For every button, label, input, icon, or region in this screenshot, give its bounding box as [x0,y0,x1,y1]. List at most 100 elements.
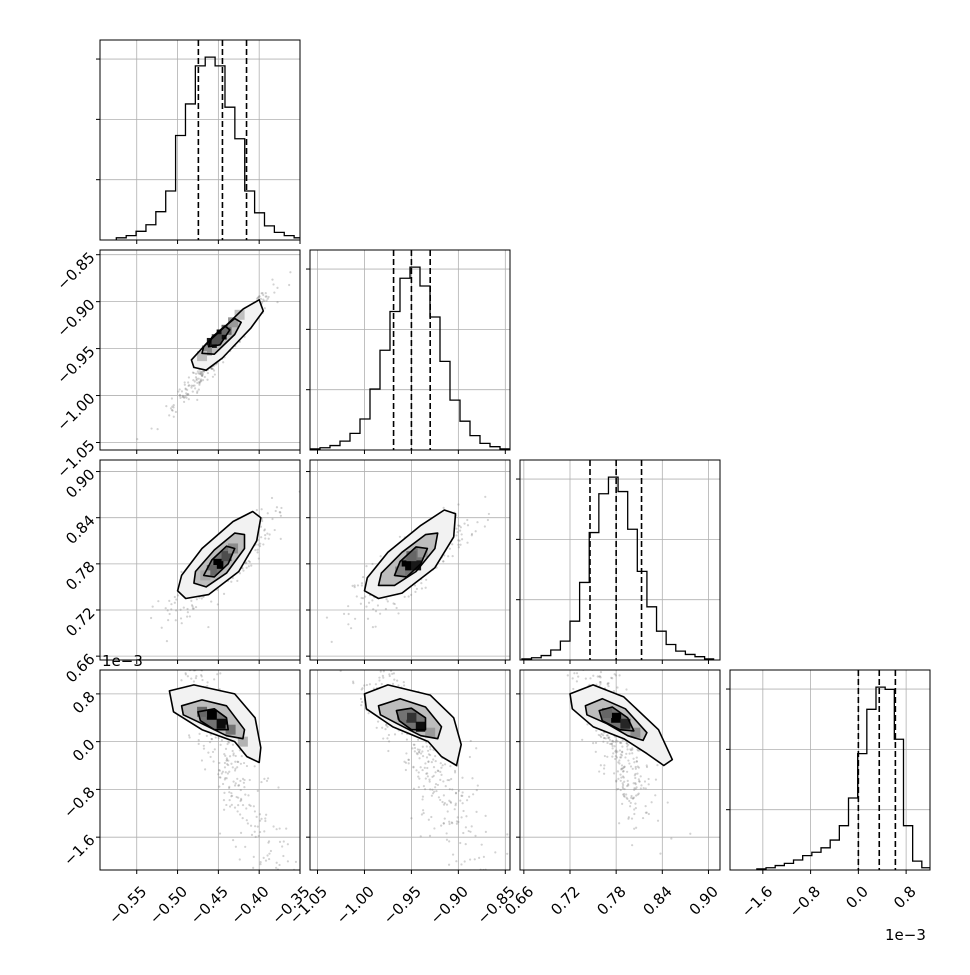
scatter-point [257,543,260,546]
x-tick-label: 0.78 [593,882,629,918]
scatter-point [627,743,630,746]
scatter-point [393,602,396,606]
scatter-point [439,770,442,773]
scatter-point [197,663,199,665]
scatter-point [257,296,260,299]
scatter-point [183,381,186,384]
scatter-point [202,370,206,373]
scatter-point [603,764,606,767]
scatter-point [483,525,486,528]
scatter-point [194,387,197,390]
scatter-point [403,595,406,598]
scatter-point [630,794,633,798]
scatter-point [156,427,159,431]
scatter-point [636,772,639,775]
density-cell [611,712,622,723]
scatter-point [352,621,354,623]
scatter-point [341,627,343,629]
scatter-point [367,601,371,604]
scatter-point [460,533,463,536]
scatter-point [629,765,633,768]
contour-line [202,545,236,578]
scatter-point [620,741,623,745]
scatter-panel-p2-p3 [519,655,721,871]
scatter-point [226,772,230,775]
scatter-point [622,776,625,779]
y-tick-label: 0.78 [62,558,98,594]
scatter-point [247,794,250,797]
scatter-point [226,740,230,743]
scatter-point [459,841,462,845]
scatter-point [619,788,622,792]
scatter-point [644,787,647,790]
scatter-point [611,677,614,680]
scatter-point [621,767,624,770]
scatter-point [403,760,406,763]
scatter-point [165,405,168,408]
scatter-point [472,793,475,796]
scatter-point [605,734,608,737]
scatter-point [442,803,446,806]
scatter-point [457,503,460,506]
scatter-point [281,845,284,848]
scatter-point [269,849,272,853]
scatter-point [619,753,622,756]
scatter-point [605,655,607,657]
density-cell [401,560,412,571]
scatter-point [258,295,261,298]
scatter-point [460,538,464,541]
y-axis-p2 [306,471,310,657]
scatter-point [375,652,377,654]
scatter-point [254,825,257,828]
scatter-point [374,625,377,628]
scatter-point [375,641,377,643]
scatter-point [424,777,427,780]
scatter-point [634,776,637,780]
scatter-point [475,810,478,813]
scatter-point [192,680,196,683]
scatter-point [224,754,227,757]
scatter-point [256,825,259,828]
scatter-point [180,639,182,641]
scatter-point [435,789,438,793]
scatter-point [181,395,184,398]
scatter-point [426,766,429,770]
scatter-point [266,297,269,300]
scatter-point [619,741,622,744]
scatter-point [615,788,618,791]
scatter-point [455,860,458,863]
scatter-point [447,863,451,866]
scatter-point [191,666,193,668]
x-tick-label: −0.45 [187,882,232,927]
histogram-step-line [310,266,510,450]
scatter-point [617,761,620,764]
scatter-point [254,835,257,838]
scatter-point [431,775,434,779]
scatter-point [603,754,606,758]
scatter-point [461,791,464,794]
scatter-point [457,543,460,546]
scatter-point [259,863,262,866]
scatter-point [614,674,618,677]
scatter-point [425,756,429,759]
scatter-point [232,754,235,757]
scatter-point [474,834,477,837]
scatter-point [198,383,201,386]
contour-line [393,546,429,578]
scatter-point [181,644,183,646]
scatter-point [188,623,190,625]
scatter-point [416,753,419,756]
scatter-point [451,555,454,558]
scatter-point [270,882,272,884]
scatter-point [191,607,195,610]
scatter-point [430,761,433,764]
scatter-point [160,626,163,629]
scatter-point [242,761,246,765]
scatter-point [184,672,187,675]
scatter-point [634,806,637,810]
scatter-point [581,738,584,741]
scatter-point [599,764,602,767]
scatter-point [309,887,311,889]
scatter-point [616,770,619,773]
scatter-point [469,739,472,743]
